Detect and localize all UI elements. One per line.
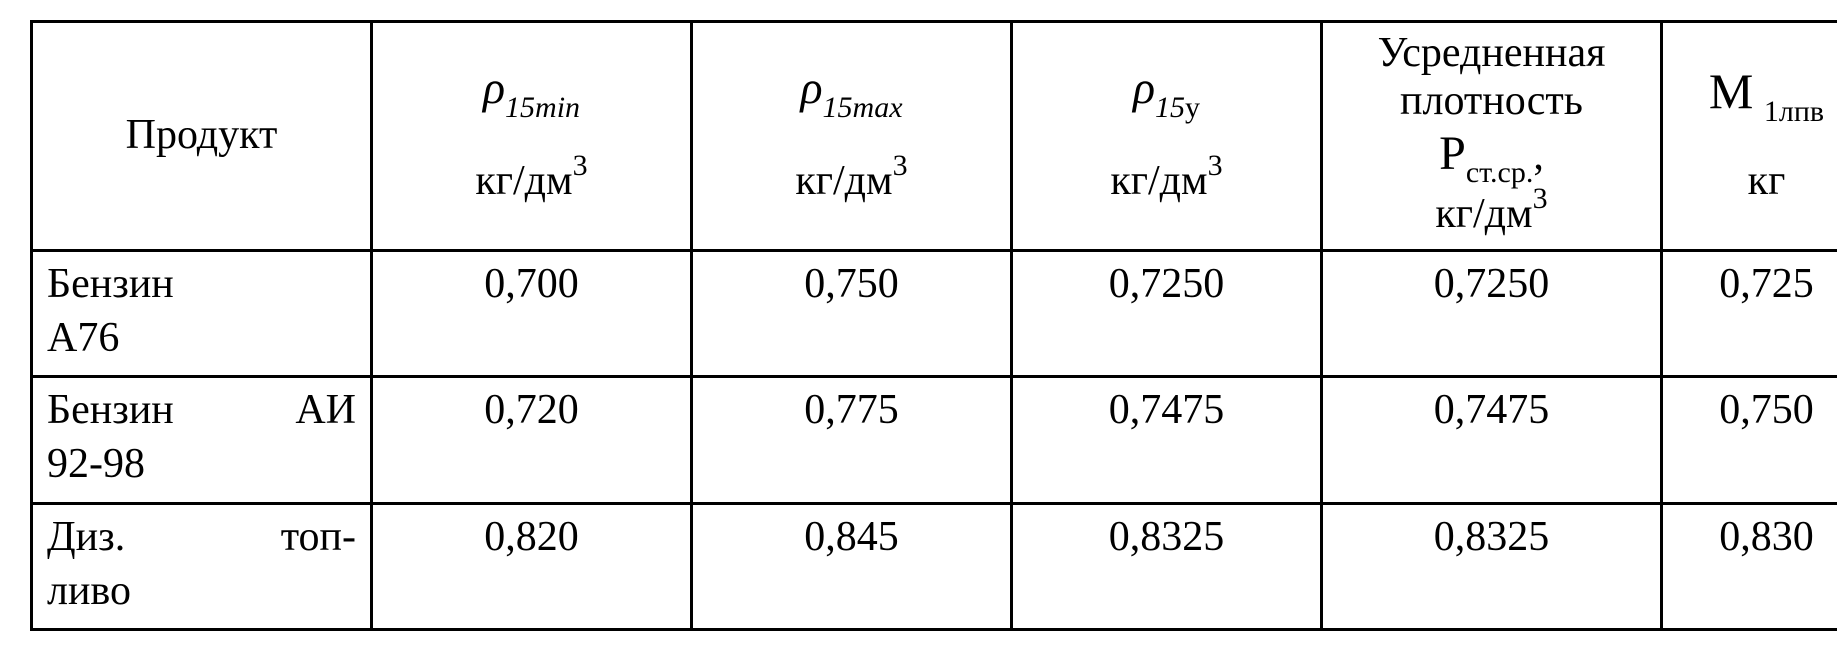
cell-pstsr: 0,7250: [1322, 250, 1662, 377]
col-header-rho15y: ρ15у кг/дм3: [1012, 22, 1322, 251]
p-symbol: P: [1439, 127, 1466, 180]
table-header-row: Продукт ρ15min кг/дм3 ρ15max: [32, 22, 1837, 251]
unit-sup-3: 3: [1533, 182, 1548, 215]
cell-rho15min: 0,700: [372, 250, 692, 377]
rho-sub-15: 15: [1155, 91, 1185, 124]
cell-rho15max: 0,845: [692, 503, 1012, 630]
cell-rho15y: 0,7475: [1012, 377, 1322, 504]
p-comma: ,: [1533, 133, 1544, 179]
product-line2: А76: [47, 312, 356, 366]
col-header-rho15max: ρ15max кг/дм3: [692, 22, 1012, 251]
rho-symbol: ρ: [800, 62, 822, 113]
cell-m1lpv: 0,830: [1662, 503, 1837, 630]
product-line1: Диз. топ-: [47, 511, 356, 565]
col-header-m1lpv: M 1лпв кг: [1662, 22, 1837, 251]
product-line2: 92-98: [47, 438, 356, 492]
density-table: Продукт ρ15min кг/дм3 ρ15max: [30, 20, 1837, 631]
unit-kg-dm: кг/дм: [1435, 191, 1532, 237]
rho-sub-15max: 15max: [823, 91, 903, 124]
unit-kg-dm: кг/дм: [475, 158, 572, 204]
rho-sub-15min: 15min: [505, 91, 580, 124]
cell-m1lpv: 0,725: [1662, 250, 1837, 377]
unit-sup-3: 3: [893, 149, 908, 182]
unit-kg: кг: [1677, 155, 1837, 209]
cell-product: Бензин А76: [32, 250, 372, 377]
avg-density-line1: Усредненная: [1337, 29, 1646, 77]
col-header-product-label: Продукт: [126, 112, 278, 158]
cell-rho15y: 0,7250: [1012, 250, 1322, 377]
cell-rho15max: 0,775: [692, 377, 1012, 504]
unit-sup-3: 3: [1208, 149, 1223, 182]
m-sub-1lpv: 1лпв: [1764, 95, 1824, 128]
p-sub-stsr: ст.ср.: [1466, 156, 1534, 189]
cell-product: Бензин АИ 92-98: [32, 377, 372, 504]
col-header-avg-density: Усредненная плотность Pст.ср., кг/дм3: [1322, 22, 1662, 251]
avg-density-line2: плотность: [1337, 77, 1646, 125]
product-line1: Бензин АИ: [47, 384, 356, 438]
table-row: Диз. топ- ливо 0,820 0,845 0,8325 0,8325…: [32, 503, 1837, 630]
cell-rho15y: 0,8325: [1012, 503, 1322, 630]
unit-kg-dm: кг/дм: [1110, 158, 1207, 204]
col-header-product: Продукт: [32, 22, 372, 251]
unit-kg-dm: кг/дм: [795, 158, 892, 204]
product-line2: ливо: [47, 565, 356, 619]
cell-product: Диз. топ- ливо: [32, 503, 372, 630]
m-symbol: M: [1709, 63, 1753, 119]
product-line1: Бензин: [47, 258, 356, 312]
rho-symbol: ρ: [483, 62, 505, 113]
cell-rho15min: 0,720: [372, 377, 692, 504]
cell-rho15max: 0,750: [692, 250, 1012, 377]
cell-rho15min: 0,820: [372, 503, 692, 630]
rho-sub-y: у: [1185, 91, 1200, 124]
col-header-rho15min: ρ15min кг/дм3: [372, 22, 692, 251]
unit-sup-3: 3: [573, 149, 588, 182]
rho-symbol: ρ: [1133, 62, 1155, 113]
cell-pstsr: 0,7475: [1322, 377, 1662, 504]
table-row: Бензин АИ 92-98 0,720 0,775 0,7475 0,747…: [32, 377, 1837, 504]
table-row: Бензин А76 0,700 0,750 0,7250 0,7250 0,7…: [32, 250, 1837, 377]
cell-m1lpv: 0,750: [1662, 377, 1837, 504]
cell-pstsr: 0,8325: [1322, 503, 1662, 630]
